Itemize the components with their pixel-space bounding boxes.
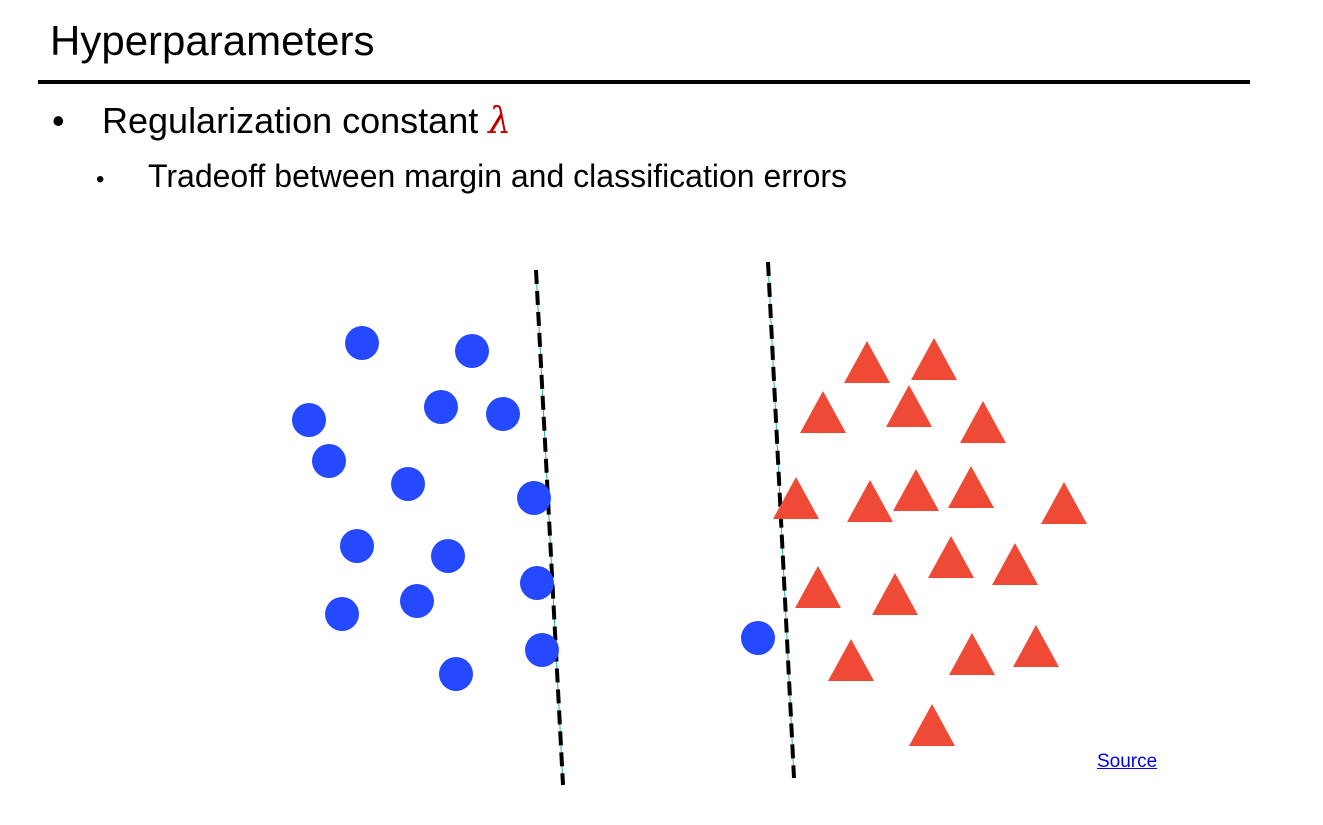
red-triangle-point xyxy=(886,385,932,427)
red-triangle-point xyxy=(960,401,1006,443)
red-triangle-point xyxy=(828,639,874,681)
blue-circle-point xyxy=(340,529,374,563)
red-triangle-point xyxy=(844,341,890,383)
blue-circle-point xyxy=(520,566,554,600)
bullet-tradeoff-text: Tradeoff between margin and classificati… xyxy=(148,158,848,194)
red-triangle-point xyxy=(1041,482,1087,524)
red-triangle-point xyxy=(1013,625,1059,667)
slide-title: Hyperparameters xyxy=(50,17,375,64)
sub-bullet-marker: • xyxy=(96,166,105,193)
blue-circle-point xyxy=(517,481,551,515)
red-triangle-point xyxy=(872,573,918,615)
blue-circle-point xyxy=(400,584,434,618)
bullet-regularization: • Regularization constant λ xyxy=(52,100,511,142)
left-separator-line xyxy=(534,269,565,786)
bullet-regularization-text: Regularization constant xyxy=(102,100,479,141)
blue-circle-point xyxy=(292,403,326,437)
red-triangle-point xyxy=(800,391,846,433)
red-triangle-point xyxy=(795,566,841,608)
left-panel xyxy=(292,269,565,786)
lambda-symbol: λ xyxy=(488,101,512,142)
red-triangle-point xyxy=(773,477,819,519)
blue-circle-point xyxy=(741,621,775,655)
red-triangle-point xyxy=(928,536,974,578)
bullet-tradeoff: • Tradeoff between margin and classifica… xyxy=(96,158,847,195)
red-triangle-point xyxy=(949,633,995,675)
red-triangle-point xyxy=(992,543,1038,585)
red-triangle-point xyxy=(911,338,957,380)
blue-circle-point xyxy=(439,657,473,691)
bullet-marker: • xyxy=(52,100,65,141)
blue-circle-point xyxy=(455,334,489,368)
blue-circle-point xyxy=(431,539,465,573)
right-panel xyxy=(741,261,1087,779)
blue-circle-point xyxy=(424,390,458,424)
source-link[interactable]: Source xyxy=(1097,751,1158,772)
blue-circle-point xyxy=(345,326,379,360)
blue-circle-point xyxy=(325,597,359,631)
blue-circle-point xyxy=(312,444,346,478)
red-triangle-point xyxy=(948,466,994,508)
red-triangle-point xyxy=(847,480,893,522)
title-underline xyxy=(38,80,1250,84)
red-triangle-point xyxy=(893,469,939,511)
blue-circle-point xyxy=(391,467,425,501)
red-triangle-point xyxy=(909,704,955,746)
right-separator-line xyxy=(766,261,796,779)
blue-circle-point xyxy=(486,397,520,431)
blue-circle-point xyxy=(525,633,559,667)
